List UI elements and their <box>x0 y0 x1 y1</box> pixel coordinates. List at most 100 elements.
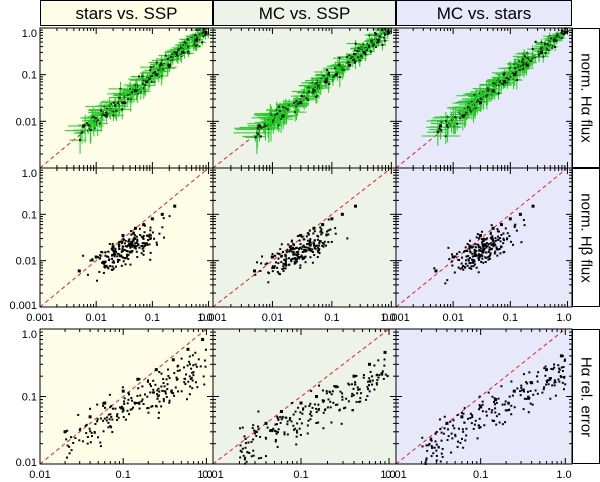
panel-norm-h-flux-mc-vs-stars-data-point <box>450 253 453 256</box>
panel-h-rel-error-stars-vs-ssp-data-point <box>121 407 124 410</box>
panel-norm-h-flux-stars-vs-ssp-point-3 <box>121 233 125 237</box>
panel-norm-h-flux-mc-vs-stars-data-point <box>518 69 521 72</box>
panel-h-rel-error-stars-vs-ssp-data-point <box>123 397 126 400</box>
panel-norm-h-flux-mc-vs-ssp-point-5 <box>321 223 325 227</box>
panel-h-rel-error-mc-vs-ssp-data-point <box>355 374 358 377</box>
panel-norm-h-flux-mc-vs-stars-data-point <box>540 41 543 44</box>
panel-norm-h-flux-mc-vs-stars-point-6 <box>526 63 530 67</box>
y-tick-label-row2-3: 1.0 <box>22 168 37 180</box>
panel-h-rel-error-mc-vs-stars-data-point <box>511 394 514 397</box>
panel-h-rel-error-stars-vs-ssp-data-point <box>128 393 131 396</box>
panel-h-rel-error-stars-vs-ssp-data-point <box>164 392 167 395</box>
panel-norm-h-flux-stars-vs-ssp-data-point <box>196 29 199 32</box>
panel-h-rel-error-mc-vs-stars-data-point <box>439 428 442 431</box>
panel-h-rel-error-mc-vs-ssp-data-point <box>386 375 389 378</box>
panel-norm-h-flux-stars-vs-ssp-data-point <box>112 249 115 252</box>
panel-norm-h-flux-mc-vs-ssp-data-point <box>351 55 354 58</box>
panel-norm-h-flux-mc-vs-stars-data-point <box>466 243 469 246</box>
panel-h-rel-error-mc-vs-stars-data-point <box>429 438 432 441</box>
panel-h-rel-error-stars-vs-ssp-data-point <box>81 440 84 443</box>
y-tick-label-row1-1: 0.1 <box>22 70 37 82</box>
panel-h-rel-error-mc-vs-stars-data-point <box>425 457 428 460</box>
panel-h-rel-error-stars-vs-ssp-data-point <box>66 429 69 432</box>
panel-h-rel-error-mc-vs-stars-data-point <box>547 383 550 386</box>
panel-norm-h-flux-mc-vs-ssp-data-point <box>385 31 388 34</box>
panel-h-rel-error-stars-vs-ssp-data-point <box>183 377 186 380</box>
panel-h-rel-error-mc-vs-stars-data-point <box>434 432 437 435</box>
panel-h-rel-error-stars-vs-ssp-data-point <box>68 452 71 455</box>
panel-h-rel-error-stars-vs-ssp-data-point <box>99 417 102 420</box>
panel-norm-h-flux-stars-vs-ssp-data-point <box>177 49 180 52</box>
panel-h-rel-error-mc-vs-ssp-data-point <box>296 431 299 434</box>
panel-norm-h-flux-mc-vs-ssp-data-point <box>307 246 310 249</box>
panel-norm-h-flux-mc-vs-stars-data-point <box>508 235 511 238</box>
panel-h-rel-error-mc-vs-stars-data-point <box>437 446 440 449</box>
panel-norm-h-flux-stars-vs-ssp-data-point <box>81 131 84 134</box>
panel-norm-h-flux-mc-vs-ssp-data-point <box>316 249 319 252</box>
panel-norm-h-flux-mc-vs-ssp-data-point <box>299 246 302 249</box>
panel-norm-h-flux-mc-vs-ssp-data-point <box>293 257 296 260</box>
panel-norm-h-flux-mc-vs-ssp-data-point <box>295 104 298 107</box>
panel-norm-h-flux-mc-vs-ssp-data-point <box>286 108 289 111</box>
x-tick-label-row2-col3-1: 0.01 <box>442 312 463 324</box>
panel-h-rel-error-mc-vs-ssp-data-point <box>327 398 330 401</box>
panel-h-rel-error-stars-vs-ssp-data-point <box>78 429 81 432</box>
panel-h-rel-error-stars-vs-ssp-data-point <box>150 405 153 408</box>
panel-norm-h-flux-mc-vs-ssp-data-point <box>282 265 285 268</box>
panel-h-rel-error-stars-vs-ssp-data-point <box>157 387 160 390</box>
panel-norm-h-flux-mc-vs-stars-data-point <box>485 246 488 249</box>
panel-h-rel-error-mc-vs-stars-data-point <box>494 411 497 414</box>
panel-norm-h-flux-mc-vs-ssp-data-point <box>313 244 316 247</box>
panel-h-rel-error-stars-vs-ssp-data-point <box>99 441 102 444</box>
panel-h-rel-error-mc-vs-stars-data-point <box>491 419 494 422</box>
panel-h-rel-error-mc-vs-stars-data-point <box>557 371 560 374</box>
panel-norm-h-flux-stars-vs-ssp-data-point <box>116 255 119 258</box>
panel-norm-h-flux-mc-vs-ssp-data-point <box>254 273 257 276</box>
panel-h-rel-error-mc-vs-ssp-data-point <box>248 451 251 454</box>
panel-h-rel-error-mc-vs-ssp-data-point <box>304 405 307 408</box>
panel-h-rel-error-mc-vs-ssp-data-point <box>257 457 260 460</box>
panel-norm-h-flux-stars-vs-ssp-data-point <box>119 240 122 243</box>
panel-norm-h-flux-mc-vs-stars-data-point <box>485 251 488 254</box>
panel-norm-h-flux-mc-vs-stars-data-point <box>478 256 481 259</box>
panel-h-rel-error-mc-vs-ssp-data-point <box>251 427 254 430</box>
panel-norm-h-flux-mc-vs-ssp-data-point <box>304 249 307 252</box>
panel-norm-h-flux-mc-vs-stars-data-point <box>464 262 467 265</box>
panel-h-rel-error-mc-vs-ssp-data-point <box>253 429 256 432</box>
panel-norm-h-flux-stars-vs-ssp-data-point <box>112 267 115 270</box>
panel-h-rel-error-mc-vs-stars-data-point <box>459 441 462 444</box>
panel-h-rel-error-mc-vs-ssp-data-point <box>375 383 378 386</box>
panel-norm-h-flux-mc-vs-ssp-data-point <box>260 126 263 129</box>
panel-norm-h-flux-stars-vs-ssp-data-point <box>187 50 190 53</box>
panel-norm-h-flux-mc-vs-ssp-data-point <box>310 250 313 253</box>
panel-norm-h-flux-stars-vs-ssp-data-point <box>131 91 134 94</box>
panel-h-rel-error-mc-vs-ssp-data-point <box>252 424 255 427</box>
panel-h-rel-error-stars-vs-ssp-data-point <box>146 407 149 410</box>
panel-h-rel-error-stars-vs-ssp-data-point <box>138 402 141 405</box>
panel-norm-h-flux-mc-vs-stars-data-point <box>481 251 484 254</box>
panel-h-rel-error-stars-vs-ssp-point-0 <box>63 430 67 434</box>
panel-norm-h-flux-stars-vs-ssp-data-point <box>149 229 152 232</box>
panel-norm-h-flux-mc-vs-stars-data-point <box>481 238 484 241</box>
panel-norm-h-flux-mc-vs-stars-data-point <box>482 240 485 243</box>
panel-norm-h-flux-stars-vs-ssp-data-point <box>175 54 178 57</box>
panel-h-rel-error-mc-vs-stars-data-point <box>553 363 556 366</box>
panel-norm-h-flux-stars-vs-ssp-data-point <box>129 88 132 91</box>
panel-norm-h-flux-mc-vs-stars-data-point <box>483 249 486 252</box>
panel-norm-h-flux-mc-vs-stars-data-point <box>455 252 458 255</box>
panel-norm-h-flux-mc-vs-stars-data-point <box>515 79 518 82</box>
panel-h-rel-error-mc-vs-stars-data-point <box>435 454 438 457</box>
panel-norm-h-flux-mc-vs-ssp-data-point <box>319 226 322 229</box>
panel-norm-h-flux-mc-vs-ssp-data-point <box>316 238 319 241</box>
panel-h-rel-error-mc-vs-stars-data-point <box>545 383 548 386</box>
panel-norm-h-flux-mc-vs-ssp-data-point <box>287 263 290 266</box>
panel-norm-h-flux-mc-vs-stars-data-point <box>477 271 480 274</box>
x-tick-label-row3-col2-1: 0.1 <box>293 469 308 481</box>
panel-h-rel-error-mc-vs-stars-data-point <box>520 389 523 392</box>
panel-h-rel-error-mc-vs-stars-data-point <box>560 376 563 379</box>
panel-norm-h-flux-stars-vs-ssp-data-point <box>126 245 129 248</box>
panel-h-rel-error-stars-vs-ssp-data-point <box>168 401 171 404</box>
panel-norm-h-flux-mc-vs-ssp-data-point <box>320 228 323 231</box>
panel-h-rel-error-mc-vs-ssp-data-point <box>315 407 318 410</box>
x-tick-label-row2-col2-2: 0.1 <box>324 312 339 324</box>
